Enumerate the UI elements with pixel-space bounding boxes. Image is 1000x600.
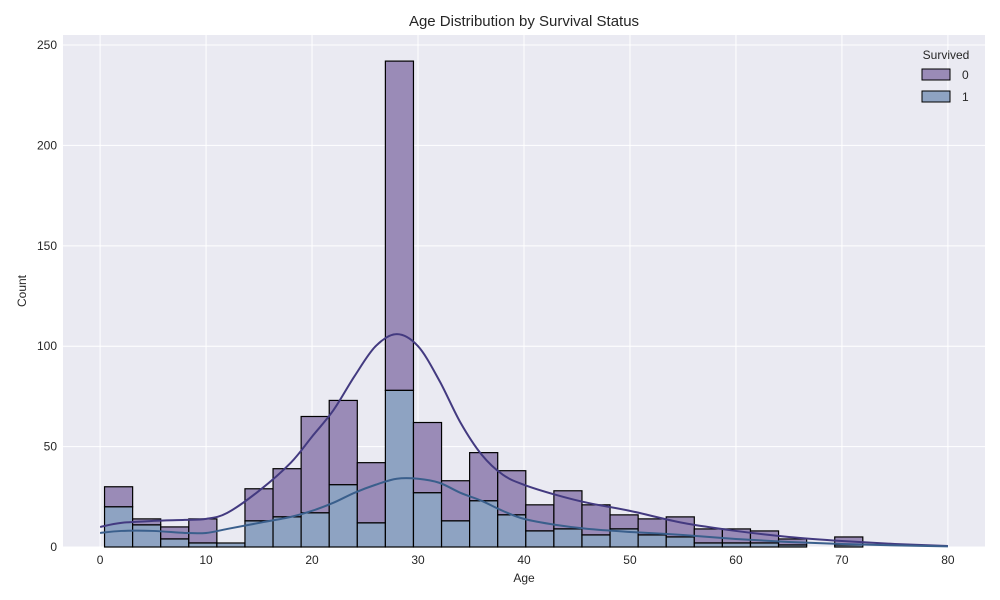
- bar-survived-1: [384, 389, 415, 548]
- bar-survived-0: [300, 415, 330, 514]
- bar-survived-0: [469, 452, 499, 502]
- bar-survived-0: [609, 514, 639, 530]
- bar-survived-1: [412, 492, 443, 548]
- y-tick-label: 100: [37, 339, 57, 353]
- bar-survived-0: [328, 399, 358, 486]
- x-tick-label: 10: [199, 553, 213, 567]
- bar-survived-0: [103, 486, 134, 508]
- bar-survived-1: [132, 524, 162, 548]
- bar-survived-1: [693, 542, 723, 548]
- bar-survived-1: [721, 542, 752, 548]
- bar-survived-1: [469, 500, 499, 548]
- legend-title: Survived: [923, 48, 970, 62]
- bar-survived-1: [440, 520, 471, 548]
- x-tick-label: 50: [623, 553, 637, 567]
- y-tick-labels: 0 50 100 150 200 250: [37, 38, 57, 554]
- bar-survived-1: [103, 506, 134, 548]
- bar-survived-1: [272, 516, 302, 548]
- y-tick-label: 250: [37, 38, 57, 52]
- bar-survived-1: [216, 542, 246, 548]
- x-tick-label: 20: [305, 553, 319, 567]
- legend-label-1: 1: [962, 90, 969, 104]
- bar-survived-1: [356, 522, 386, 548]
- y-tick-label: 0: [50, 540, 57, 554]
- bar-survived-1: [553, 528, 583, 548]
- bar-survived-0: [384, 60, 415, 391]
- bar-survived-1: [188, 542, 218, 548]
- y-tick-label: 200: [37, 138, 57, 152]
- y-axis-label: Count: [15, 274, 29, 307]
- bar-survived-1: [160, 538, 190, 548]
- kde-curves: [99, 333, 948, 548]
- bar-survived-1: [777, 544, 808, 548]
- bar-survived-1: [665, 536, 695, 548]
- x-tick-label: 80: [941, 553, 955, 567]
- bar-survived-0: [440, 480, 471, 522]
- x-tick-label: 40: [517, 553, 531, 567]
- legend-swatch-1: [921, 90, 951, 103]
- bar-survived-0: [553, 490, 583, 530]
- histogram-bars: [103, 60, 864, 548]
- bar-survived-0: [412, 421, 443, 494]
- x-tick-labels: 0 10 20 30 40 50 60 70 80: [97, 553, 955, 567]
- legend-swatch-0: [921, 68, 951, 81]
- bar-survived-1: [497, 514, 527, 548]
- x-axis-label: Age: [513, 571, 535, 585]
- bar-survived-0: [188, 518, 218, 544]
- bar-survived-0: [272, 468, 302, 518]
- legend: Survived 0 1: [921, 48, 970, 104]
- bar-survived-1: [525, 530, 555, 548]
- bar-survived-1: [300, 512, 330, 548]
- bar-survived-0: [497, 470, 527, 516]
- bar-survived-0: [244, 488, 274, 522]
- bar-survived-1: [637, 534, 667, 548]
- x-tick-label: 30: [411, 553, 425, 567]
- chart-title: Age Distribution by Survival Status: [409, 13, 639, 30]
- bar-survived-1: [328, 484, 358, 548]
- legend-label-0: 0: [962, 68, 969, 82]
- bar-survived-1: [581, 534, 611, 548]
- y-tick-label: 50: [44, 440, 58, 454]
- kde-line-survived-0: [99, 333, 948, 547]
- bar-survived-0: [356, 462, 386, 524]
- x-tick-label: 0: [97, 553, 104, 567]
- bar-survived-1: [749, 542, 780, 548]
- bar-survived-0: [525, 504, 555, 532]
- y-tick-label: 150: [37, 239, 57, 253]
- kde-line-survived-1: [99, 477, 948, 548]
- x-tick-label: 60: [729, 553, 743, 567]
- x-tick-label: 70: [835, 553, 849, 567]
